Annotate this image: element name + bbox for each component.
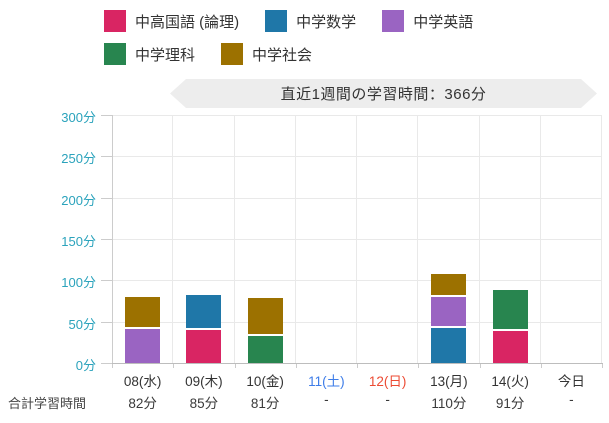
legend-item-3[interactable]: 中学英語: [382, 10, 473, 32]
bar-stack-13(月): [431, 274, 467, 363]
y-tick-label-200: 200分: [61, 192, 96, 208]
x-tick-mark-6: [479, 364, 481, 368]
gridline-100: [112, 280, 602, 282]
y-tick-mark-0: [101, 363, 112, 364]
bar-segment-中学社会[interactable]: [125, 297, 161, 327]
y-tick-mark-100: [101, 280, 112, 282]
x-tick-label-10(金): 10(金): [246, 374, 284, 389]
gridline-300: [112, 115, 602, 116]
y-tick-mark-150: [101, 239, 112, 240]
legend-item-label: 中学数学: [296, 13, 357, 31]
x-tick-mark-5: [418, 364, 420, 368]
legend-item-5[interactable]: 中学社会: [221, 43, 312, 65]
y-tick-mark-300: [101, 115, 112, 116]
x-tick-label-今日: 今日: [557, 374, 585, 389]
y-tick-mark-50: [101, 321, 112, 323]
bar-stack-14(火): [492, 289, 528, 363]
bar-segment-中学数学[interactable]: [431, 327, 467, 363]
bar-segment-中高国語 (論理)[interactable]: [492, 331, 528, 363]
y-tick-label-300: 300分: [61, 110, 96, 125]
x-tick-label-08(水): 08(水): [123, 374, 162, 389]
y-tick-mark-250: [101, 156, 112, 158]
totals-row-label: 合計学習時間: [8, 396, 87, 411]
chart-column-08(水): [112, 115, 174, 363]
chart-column-今日: [541, 115, 602, 363]
total-cell-今日: -: [569, 392, 574, 407]
bar-segment-中学社会[interactable]: [247, 298, 283, 335]
bar-stack-08(水): [125, 297, 161, 363]
chart-column-09(木): [173, 115, 235, 363]
bar-stack-10(金): [247, 298, 283, 363]
y-tick-label-250: 250分: [61, 151, 96, 167]
legend-swatch-icon: [382, 10, 405, 32]
legend-item-2[interactable]: 中学数学: [265, 10, 356, 32]
x-tick-label-12(日): 12(日): [368, 374, 407, 389]
legend-item-4[interactable]: 中学理科: [104, 43, 195, 65]
total-cell-08(水): 82分: [128, 396, 157, 411]
x-tick-label-14(火): 14(火): [491, 374, 529, 389]
total-cell-13(月): 110分: [431, 396, 467, 411]
x-tick-label-11(土): 11(土): [308, 374, 345, 389]
gridline-200: [112, 197, 602, 199]
legend-item-label: 中高国語 (論理): [135, 13, 240, 31]
x-tick-label-13(月): 13(月): [430, 374, 468, 389]
y-tick-mark-200: [101, 197, 112, 199]
legend-swatch-icon: [265, 10, 288, 32]
total-cell-14(火): 91分: [495, 396, 525, 411]
x-tick-label-09(木): 09(木): [185, 374, 223, 389]
bar-segment-中高国語 (論理)[interactable]: [186, 330, 222, 363]
x-tick-mark-2: [234, 364, 236, 368]
x-tick-mark-4: [357, 364, 358, 368]
y-axis-line: [112, 115, 113, 364]
y-tick-label-100: 100分: [61, 275, 96, 291]
x-tick-mark-3: [295, 364, 297, 368]
legend-item-label: 中学理科: [135, 46, 196, 64]
total-cell-12(日): -: [385, 392, 390, 407]
y-tick-label-50: 50分: [68, 316, 96, 332]
legend-item-1[interactable]: 中高国語 (論理): [104, 10, 239, 32]
chart-column-12(日): [357, 115, 419, 363]
chart-legend: 中高国語 (論理) 中学数学 中学英語中学理科 中学社会: [104, 10, 574, 65]
x-axis-line: [112, 363, 603, 364]
gridline-250: [112, 156, 602, 158]
total-cell-09(木): 85分: [189, 396, 219, 411]
bar-segment-中学理科[interactable]: [247, 336, 283, 363]
bar-stack-09(木): [186, 294, 222, 363]
x-tick-mark-0: [112, 364, 113, 368]
plot-area: [112, 115, 602, 363]
gridline-50: [112, 321, 602, 323]
weekly-total-banner: 直近1週間の学習時間：366分: [170, 79, 597, 108]
total-cell-10(金): 81分: [250, 396, 280, 411]
chart-column-11(土): [296, 115, 357, 363]
x-tick-mark-8: [602, 364, 603, 368]
x-tick-mark-7: [540, 364, 542, 368]
total-cell-11(土): -: [324, 392, 329, 407]
bar-segment-中学理科[interactable]: [492, 289, 528, 330]
bar-segment-中学英語[interactable]: [125, 328, 161, 363]
legend-swatch-icon: [104, 10, 126, 32]
legend-swatch-icon: [104, 43, 126, 65]
x-tick-mark-1: [173, 364, 175, 368]
y-tick-label-150: 150分: [61, 234, 96, 249]
gridline-150: [112, 239, 602, 240]
legend-item-label: 中学英語: [413, 13, 474, 31]
chart-column-14(火): [480, 115, 541, 363]
weekly-total-text: 直近1週間の学習時間：366分: [280, 86, 487, 103]
chart-column-13(月): [418, 115, 480, 363]
legend-swatch-icon: [221, 43, 244, 65]
bar-segment-中学数学[interactable]: [186, 294, 222, 329]
y-tick-label-0: 0分: [75, 358, 96, 373]
bar-segment-中学社会[interactable]: [431, 274, 467, 296]
chart-column-10(金): [235, 115, 296, 363]
bar-segment-中学英語[interactable]: [431, 297, 467, 326]
legend-item-label: 中学社会: [252, 46, 313, 64]
